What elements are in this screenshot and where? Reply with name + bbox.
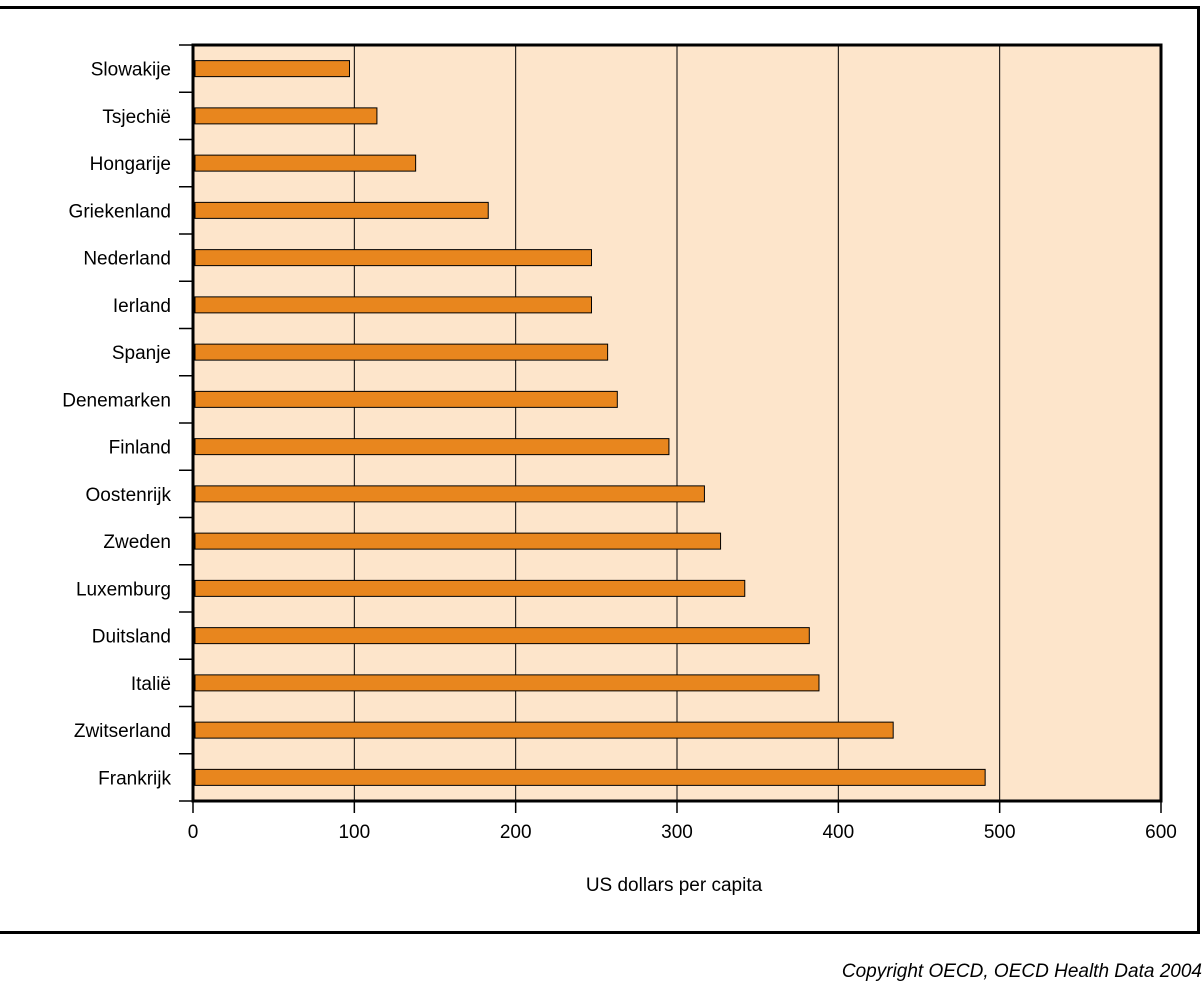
bar bbox=[194, 249, 592, 267]
bar bbox=[194, 532, 722, 550]
x-tick-label: 400 bbox=[822, 822, 854, 843]
bar bbox=[194, 674, 820, 692]
bar bbox=[194, 154, 417, 172]
copyright-note: Copyright OECD, OECD Health Data 2004 bbox=[841, 961, 1202, 982]
x-tick-label: 500 bbox=[984, 822, 1016, 843]
x-tick-label: 600 bbox=[1145, 822, 1177, 843]
bar bbox=[194, 343, 609, 361]
x-tick-label: 300 bbox=[661, 822, 693, 843]
bar bbox=[194, 60, 350, 78]
category-label: Nederland bbox=[83, 249, 171, 270]
x-tick-label: 0 bbox=[188, 822, 199, 843]
category-label: Oostenrijk bbox=[85, 485, 171, 506]
category-label: Tsjechië bbox=[102, 107, 171, 128]
category-label: Italië bbox=[131, 674, 171, 695]
category-label: Zwitserland bbox=[74, 721, 171, 742]
category-label: Griekenland bbox=[69, 201, 171, 222]
category-label: Zweden bbox=[103, 532, 171, 553]
bar bbox=[194, 768, 986, 786]
x-tick-labels: 0 100 200 300 400 500 600 bbox=[188, 822, 1177, 843]
bar bbox=[194, 579, 746, 597]
bars bbox=[194, 60, 986, 786]
bar bbox=[194, 721, 894, 739]
x-tick-label: 100 bbox=[338, 822, 370, 843]
category-label: Luxemburg bbox=[76, 579, 171, 600]
bar bbox=[194, 107, 378, 125]
category-labels: Slowakije Tsjechië Hongarije Griekenland Ned… bbox=[62, 60, 171, 790]
category-label: Ierland bbox=[113, 296, 171, 317]
category-label: Spanje bbox=[112, 343, 171, 364]
bar bbox=[194, 438, 670, 456]
category-label: Denemarken bbox=[62, 390, 171, 411]
category-label: Duitsland bbox=[92, 627, 171, 648]
bar bbox=[194, 485, 705, 503]
category-label: Hongarije bbox=[90, 154, 171, 175]
chart-frame bbox=[0, 6, 1200, 934]
category-label: Slowakije bbox=[91, 60, 171, 81]
category-label: Frankrijk bbox=[98, 768, 171, 789]
bar bbox=[194, 627, 810, 645]
bar bbox=[194, 201, 489, 219]
bar bbox=[194, 390, 618, 408]
category-label: Finland bbox=[109, 438, 171, 459]
bar bbox=[194, 296, 592, 314]
y-axis-ticks bbox=[179, 44, 193, 802]
x-tick-label: 200 bbox=[500, 822, 532, 843]
x-axis-title: US dollars per capita bbox=[586, 875, 763, 896]
x-axis-ticks bbox=[192, 801, 1162, 813]
